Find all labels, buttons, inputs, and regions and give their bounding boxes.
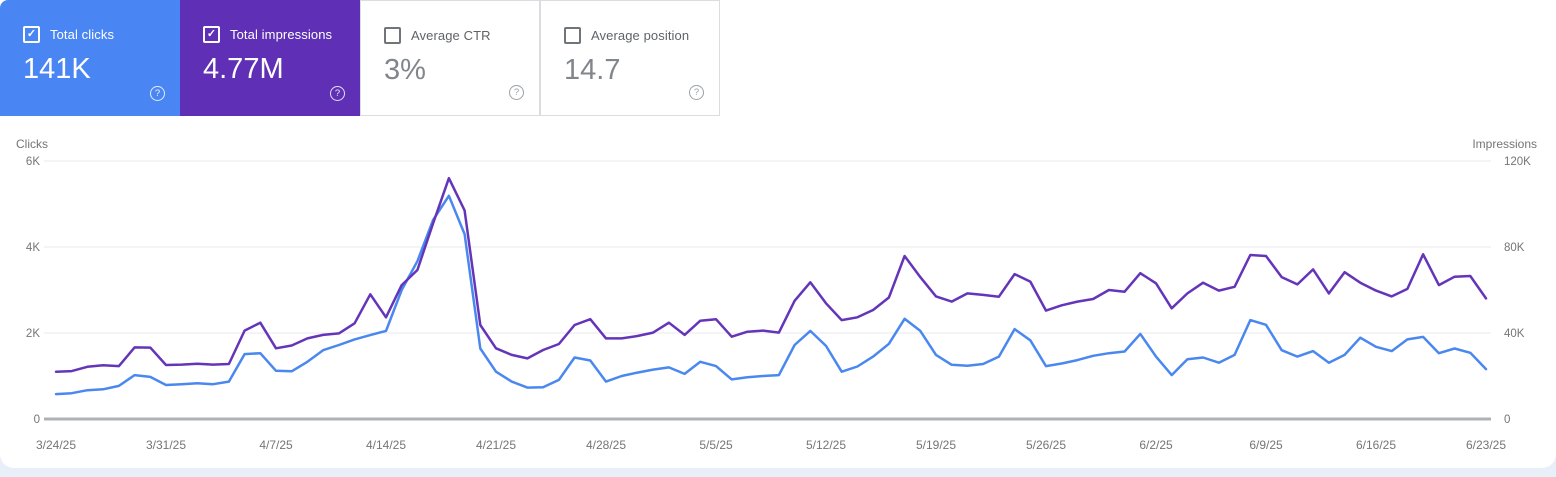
right-axis-tick: 80K: [1504, 242, 1525, 254]
metric-card-total-impressions[interactable]: Total impressions 4.77M ?: [180, 0, 360, 116]
right-axis-tick: 0: [1504, 414, 1510, 426]
metric-card-average-position[interactable]: Average position 14.7 ?: [540, 0, 720, 116]
checkbox-total-clicks[interactable]: [23, 26, 40, 43]
left-axis-tick: 2K: [26, 328, 40, 340]
x-axis-date-label: 5/5/25: [699, 438, 733, 452]
metric-label-average-ctr: Average CTR: [411, 28, 491, 43]
help-icon[interactable]: ?: [330, 86, 345, 101]
left-axis-tick: 6K: [26, 156, 40, 168]
checkbox-average-ctr[interactable]: [384, 27, 401, 44]
x-axis-date-label: 4/7/25: [259, 438, 293, 452]
clicks-line[interactable]: [54, 194, 1488, 396]
x-axis-date-label: 4/14/25: [366, 438, 406, 452]
left-axis-title: Clicks: [16, 137, 48, 151]
left-axis-tick: 0: [34, 414, 40, 426]
checkbox-total-impressions[interactable]: [203, 26, 220, 43]
right-axis-tick: 40K: [1504, 328, 1525, 340]
checkbox-average-position[interactable]: [564, 27, 581, 44]
metric-value-average-ctr: 3%: [384, 54, 426, 86]
metric-label-total-clicks: Total clicks: [50, 27, 115, 42]
right-axis-tick: 120K: [1504, 156, 1531, 168]
metric-value-total-clicks: 141K: [23, 53, 91, 85]
x-axis-date-label: 6/16/25: [1356, 438, 1396, 452]
metric-cards-row: Total clicks 141K ? Total impressions 4.…: [0, 0, 720, 116]
impressions-line[interactable]: [54, 176, 1488, 373]
right-axis-title: Impressions: [1472, 137, 1537, 151]
help-icon[interactable]: ?: [689, 85, 704, 100]
x-axis-date-label: 6/23/25: [1466, 438, 1506, 452]
x-axis-date-label: 4/28/25: [586, 438, 626, 452]
x-axis-date-label: 6/2/25: [1139, 438, 1173, 452]
metric-card-total-clicks[interactable]: Total clicks 141K ?: [0, 0, 180, 116]
metric-card-average-ctr[interactable]: Average CTR 3% ?: [360, 0, 540, 116]
help-icon[interactable]: ?: [509, 85, 524, 100]
metric-label-average-position: Average position: [591, 28, 690, 43]
help-icon[interactable]: ?: [150, 86, 165, 101]
metric-label-total-impressions: Total impressions: [230, 27, 333, 42]
metric-value-average-position: 14.7: [564, 54, 621, 86]
metric-value-total-impressions: 4.77M: [203, 53, 284, 85]
x-axis-date-label: 4/21/25: [476, 438, 516, 452]
x-axis-date-label: 5/19/25: [916, 438, 956, 452]
x-axis-date-label: 6/9/25: [1249, 438, 1283, 452]
x-axis-date-label: 3/31/25: [146, 438, 186, 452]
x-axis-date-label: 5/26/25: [1026, 438, 1066, 452]
x-axis-date-label: 5/12/25: [806, 438, 846, 452]
left-axis-tick: 4K: [26, 242, 40, 254]
x-axis-date-label: 3/24/25: [36, 438, 76, 452]
